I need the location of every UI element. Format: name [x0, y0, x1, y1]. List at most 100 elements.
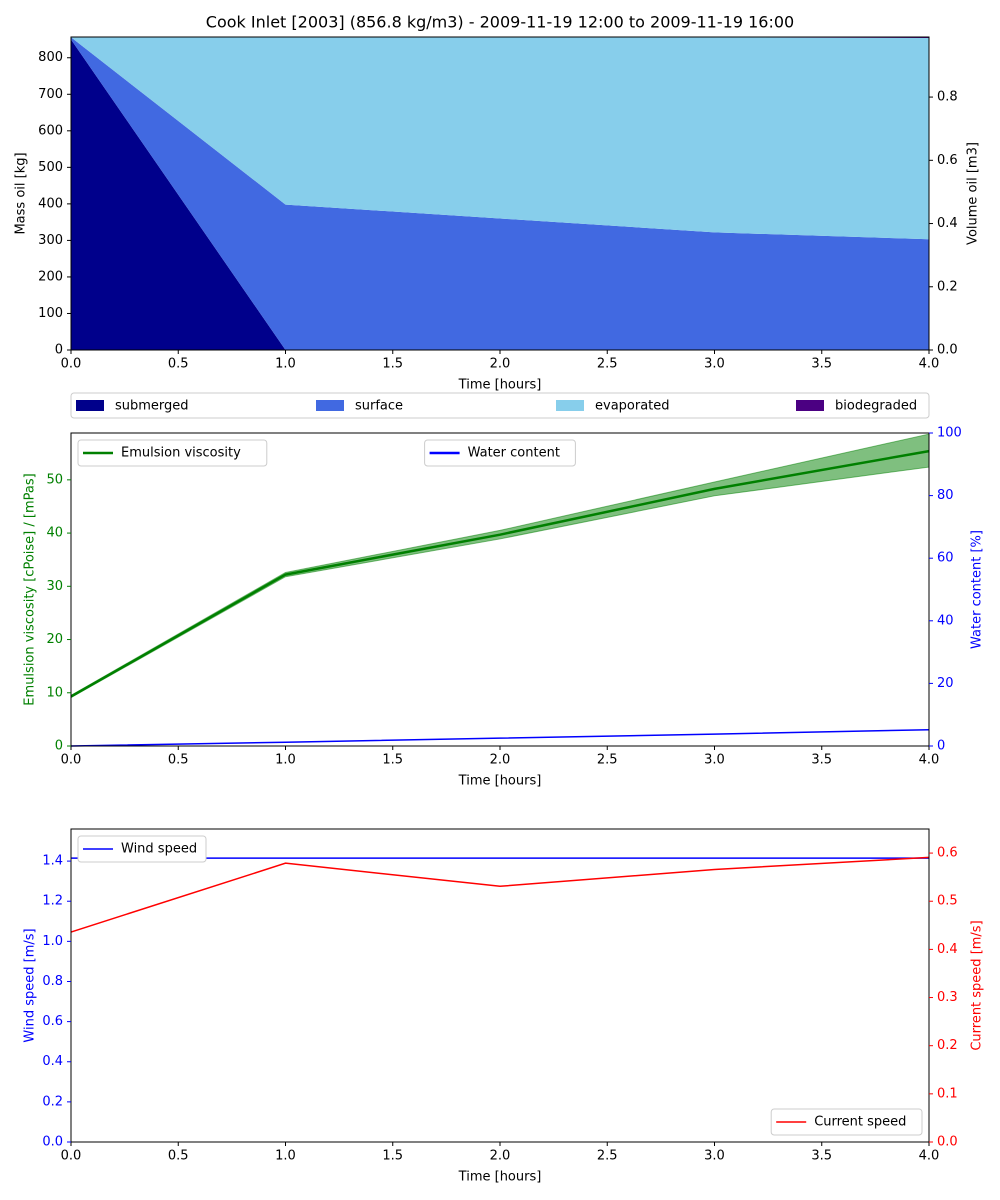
y-tick-label: 30 — [46, 579, 63, 594]
x-tick-label: 0.0 — [61, 357, 82, 372]
y-axis-label: Emulsion viscosity [cPoise] / [mPas] — [23, 473, 38, 705]
legend-label: biodegraded — [835, 399, 917, 414]
legend-box — [77, 835, 207, 863]
y-tick-label: 10 — [46, 685, 63, 700]
y2-tick-label: 0.5 — [937, 894, 958, 909]
y2-axis-label: Water content [%] — [970, 530, 985, 649]
y-axis-label: Mass oil [kg] — [14, 152, 29, 234]
legend-swatch — [556, 400, 584, 411]
x-tick-label: 4.0 — [919, 1149, 940, 1164]
y-tick-label: 800 — [38, 50, 63, 65]
y-tick-label: 0.8 — [42, 974, 63, 989]
y2-tick-label: 0.2 — [937, 1038, 958, 1053]
area — [71, 39, 929, 350]
x-tick-label: 1.5 — [382, 753, 403, 768]
x-tick-label: 1.0 — [275, 1149, 296, 1164]
y-tick-label: 0 — [55, 739, 63, 754]
x-tick-label: 0.5 — [168, 1149, 189, 1164]
x-tick-label: 3.5 — [811, 357, 832, 372]
y-tick-label: 300 — [38, 233, 63, 248]
chart-title: Cook Inlet [2003] (856.8 kg/m3) - 2009-1… — [206, 13, 794, 32]
x-tick-label: 3.5 — [811, 753, 832, 768]
x-tick-label: 0.5 — [168, 753, 189, 768]
y-tick-label: 0 — [55, 343, 63, 358]
x-tick-label: 3.0 — [704, 753, 725, 768]
legend-box — [770, 1108, 923, 1136]
y-tick-label: 40 — [46, 526, 63, 541]
y-tick-label: 20 — [46, 632, 63, 647]
y-tick-label: 600 — [38, 123, 63, 138]
legend-label: evaporated — [595, 399, 670, 414]
legend-label: Wind speed — [121, 842, 197, 857]
y2-axis-label: Volume oil [m3] — [966, 142, 981, 245]
y2-tick-label: 0.4 — [937, 216, 958, 231]
y-tick-label: 500 — [38, 160, 63, 175]
y-tick-label: 100 — [38, 306, 63, 321]
x-tick-label: 2.5 — [597, 357, 618, 372]
x-tick-label: 2.5 — [597, 753, 618, 768]
legend-swatch — [316, 400, 344, 411]
y2-tick-label: 0.0 — [937, 343, 958, 358]
line — [70, 449, 930, 698]
legend-label: Current speed — [814, 1115, 906, 1130]
x-tick-label: 1.0 — [275, 753, 296, 768]
x-tick-label: 0.5 — [168, 357, 189, 372]
y2-tick-label: 0.6 — [937, 846, 958, 861]
y-tick-label: 200 — [38, 269, 63, 284]
y2-tick-label: 0.1 — [937, 1086, 958, 1101]
y-tick-label: 700 — [38, 87, 63, 102]
x-axis-label: Time [hours] — [458, 378, 542, 393]
legend-swatch — [76, 400, 104, 411]
y2-tick-label: 20 — [937, 676, 954, 691]
legend-box — [77, 439, 268, 467]
legend-swatch — [796, 400, 824, 411]
y-tick-label: 0.4 — [42, 1054, 63, 1069]
x-axis-label: Time [hours] — [458, 774, 542, 789]
y-tick-label: 1.4 — [42, 854, 63, 869]
y2-tick-label: 0.2 — [937, 279, 958, 294]
legend-box — [70, 392, 930, 419]
x-tick-label: 3.0 — [704, 1149, 725, 1164]
axes-frame — [70, 828, 930, 1143]
area — [71, 37, 929, 351]
x-tick-label: 4.0 — [919, 753, 940, 768]
y-axis-label: Wind speed [m/s] — [23, 928, 38, 1042]
line — [70, 856, 930, 933]
y2-tick-label: 0.8 — [937, 90, 958, 105]
y2-tick-label: 0.3 — [937, 990, 958, 1005]
y2-tick-label: 60 — [937, 551, 954, 566]
y2-tick-label: 0 — [937, 739, 945, 754]
y2-tick-label: 0.0 — [937, 1135, 958, 1150]
x-tick-label: 1.5 — [382, 1149, 403, 1164]
y-tick-label: 1.2 — [42, 894, 63, 909]
x-axis-label: Time [hours] — [458, 1170, 542, 1185]
area — [71, 37, 929, 240]
x-tick-label: 1.0 — [275, 357, 296, 372]
legend-label: Emulsion viscosity — [121, 446, 241, 461]
legend-box — [424, 439, 576, 467]
x-tick-label: 3.5 — [811, 1149, 832, 1164]
legend-label: Water content — [468, 446, 560, 461]
y2-tick-label: 0.6 — [937, 153, 958, 168]
x-tick-label: 4.0 — [919, 357, 940, 372]
y2-tick-label: 40 — [937, 613, 954, 628]
y2-tick-label: 100 — [937, 426, 962, 441]
legend-label: submerged — [115, 399, 189, 414]
y-tick-label: 0.0 — [42, 1135, 63, 1150]
x-tick-label: 2.0 — [490, 357, 511, 372]
y2-axis-label: Current speed [m/s] — [970, 920, 985, 1050]
line — [70, 728, 930, 747]
x-tick-label: 2.0 — [490, 753, 511, 768]
x-tick-label: 2.5 — [597, 1149, 618, 1164]
y-tick-label: 1.0 — [42, 934, 63, 949]
y-tick-label: 0.6 — [42, 1014, 63, 1029]
x-tick-label: 1.5 — [382, 357, 403, 372]
x-tick-label: 0.0 — [61, 753, 82, 768]
y-tick-label: 400 — [38, 196, 63, 211]
y-tick-label: 50 — [46, 472, 63, 487]
x-tick-label: 0.0 — [61, 1149, 82, 1164]
legend-label: surface — [355, 399, 403, 414]
x-tick-label: 3.0 — [704, 357, 725, 372]
y2-tick-label: 0.4 — [937, 942, 958, 957]
